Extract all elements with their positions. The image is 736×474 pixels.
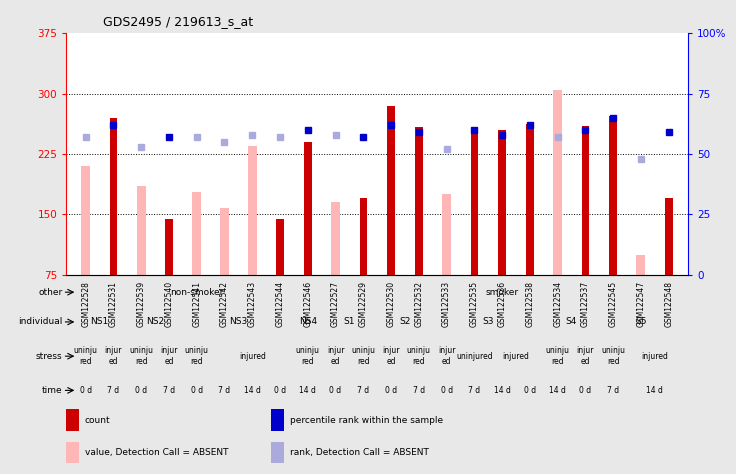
Bar [276, 219, 284, 275]
Bar [387, 106, 395, 275]
Bar [66, 442, 79, 463]
Text: injur
ed: injur ed [160, 346, 177, 366]
Text: 14 d: 14 d [494, 386, 511, 395]
Text: uninjured: uninjured [456, 352, 492, 361]
Text: smoker: smoker [486, 288, 519, 297]
Text: uninju
red: uninju red [185, 346, 209, 366]
Text: 7 d: 7 d [413, 386, 425, 395]
Text: rank, Detection Call = ABSENT: rank, Detection Call = ABSENT [290, 448, 429, 457]
Text: uninju
red: uninju red [74, 346, 98, 366]
Bar [359, 199, 367, 275]
Text: 0 d: 0 d [441, 386, 453, 395]
Text: uninju
red: uninju red [407, 346, 431, 366]
Text: individual: individual [18, 318, 63, 327]
Text: uninju
red: uninju red [545, 346, 570, 366]
Text: S5: S5 [635, 318, 647, 327]
Bar [637, 255, 645, 275]
Text: 14 d: 14 d [300, 386, 316, 395]
Bar [609, 116, 617, 275]
Text: GDS2495 / 219613_s_at: GDS2495 / 219613_s_at [103, 16, 253, 28]
Bar [581, 126, 590, 275]
Text: 14 d: 14 d [244, 386, 261, 395]
Text: other: other [38, 288, 63, 297]
Bar [470, 128, 478, 275]
Text: injur
ed: injur ed [577, 346, 594, 366]
Text: 7 d: 7 d [163, 386, 175, 395]
Text: injur
ed: injur ed [382, 346, 400, 366]
Text: 0 d: 0 d [524, 386, 536, 395]
Bar [110, 118, 117, 275]
Bar [498, 130, 506, 275]
Text: 7 d: 7 d [107, 386, 119, 395]
Text: NS3: NS3 [229, 318, 247, 327]
Text: 7 d: 7 d [357, 386, 369, 395]
Text: NS1: NS1 [91, 318, 109, 327]
Text: S3: S3 [483, 318, 494, 327]
Text: percentile rank within the sample: percentile rank within the sample [290, 416, 443, 425]
Text: injur
ed: injur ed [438, 346, 456, 366]
Text: injured: injured [641, 352, 668, 361]
Bar [137, 186, 146, 275]
Bar [272, 410, 284, 431]
Bar [442, 194, 451, 275]
Text: value, Detection Call = ABSENT: value, Detection Call = ABSENT [85, 448, 228, 457]
Bar [526, 124, 534, 275]
Text: 0 d: 0 d [274, 386, 286, 395]
Bar [272, 442, 284, 463]
Text: S2: S2 [399, 318, 411, 327]
Bar [165, 219, 173, 275]
Text: uninju
red: uninju red [351, 346, 375, 366]
Bar [665, 199, 673, 275]
Text: uninju
red: uninju red [296, 346, 319, 366]
Text: S4: S4 [566, 318, 577, 327]
Text: injured: injured [238, 352, 266, 361]
Text: S1: S1 [344, 318, 355, 327]
Text: 0 d: 0 d [191, 386, 203, 395]
Text: count: count [85, 416, 110, 425]
Bar [248, 146, 257, 275]
Text: 0 d: 0 d [79, 386, 92, 395]
Bar [553, 90, 562, 275]
Text: injur
ed: injur ed [327, 346, 344, 366]
Text: NS2: NS2 [146, 318, 164, 327]
Bar [304, 142, 311, 275]
Text: uninju
red: uninju red [601, 346, 625, 366]
Text: uninju
red: uninju red [130, 346, 153, 366]
Text: 14 d: 14 d [549, 386, 566, 395]
Text: stress: stress [36, 352, 63, 361]
Bar [81, 166, 91, 275]
Text: 7 d: 7 d [219, 386, 230, 395]
Bar [192, 192, 201, 275]
Text: 0 d: 0 d [385, 386, 397, 395]
Bar [66, 410, 79, 431]
Text: injured: injured [503, 352, 529, 361]
Text: 0 d: 0 d [135, 386, 147, 395]
Text: NS4: NS4 [299, 318, 317, 327]
Bar [415, 128, 422, 275]
Text: 7 d: 7 d [468, 386, 481, 395]
Text: injur
ed: injur ed [105, 346, 122, 366]
Text: 0 d: 0 d [330, 386, 342, 395]
Text: time: time [42, 386, 63, 395]
Text: 7 d: 7 d [607, 386, 619, 395]
Text: 0 d: 0 d [579, 386, 592, 395]
Bar [331, 202, 340, 275]
Bar [220, 208, 229, 275]
Text: non-smoker: non-smoker [170, 288, 224, 297]
Text: 14 d: 14 d [646, 386, 663, 395]
